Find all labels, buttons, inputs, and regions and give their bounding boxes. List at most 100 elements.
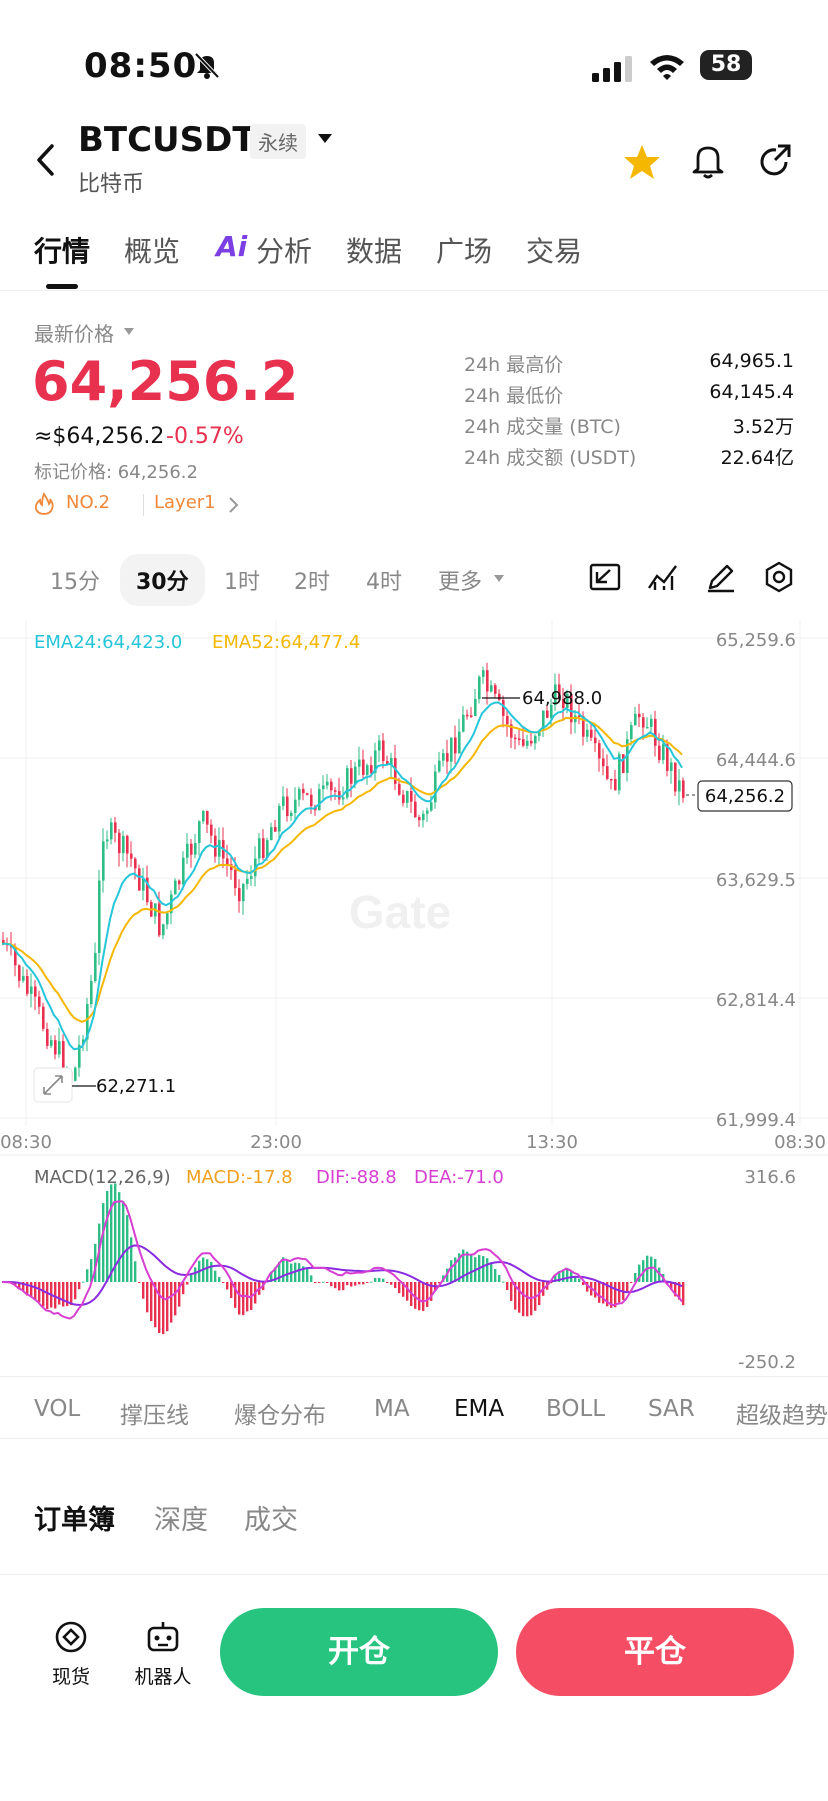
- candle-body: [90, 981, 93, 1005]
- macd-bar: [406, 1282, 409, 1301]
- draw-pen-icon[interactable]: [704, 560, 738, 594]
- macd-bar: [610, 1282, 613, 1308]
- y-tick-label: 62,814.4: [716, 990, 796, 1011]
- ema52-line: [1, 716, 683, 1023]
- macd-bar: [186, 1282, 189, 1285]
- chart-settings-icon[interactable]: [762, 560, 796, 594]
- candle-body: [430, 802, 433, 811]
- indicator-vol[interactable]: VOL: [34, 1396, 81, 1422]
- indicator-boll[interactable]: BOLL: [546, 1396, 606, 1422]
- candle-body: [350, 768, 353, 784]
- tab-depth[interactable]: 深度: [154, 1505, 208, 1536]
- asset-name: 比特币: [78, 172, 145, 197]
- ai-icon[interactable]: Ai: [216, 230, 248, 263]
- timeframe-30m[interactable]: 30分: [120, 554, 205, 606]
- chart-grid: [0, 620, 828, 1126]
- macd-bar: [438, 1282, 441, 1284]
- macd-bar: [458, 1253, 461, 1282]
- candle-body: [402, 794, 405, 803]
- book-divider: [0, 1574, 828, 1575]
- candle-body: [658, 745, 661, 761]
- candle-body: [114, 822, 117, 833]
- favorite-star-icon[interactable]: [622, 142, 662, 182]
- macd-bar: [454, 1257, 457, 1282]
- timeframe-1h[interactable]: 1时: [224, 570, 260, 595]
- candle-body: [30, 986, 33, 994]
- candle-body: [158, 903, 161, 936]
- tab-order-book[interactable]: 订单簿: [34, 1505, 115, 1536]
- timeframe-2h[interactable]: 2时: [294, 570, 330, 595]
- indicator-sar[interactable]: SAR: [648, 1396, 695, 1422]
- candle-body: [422, 813, 425, 821]
- indicator-support-resistance[interactable]: 撑压线: [120, 1403, 189, 1429]
- macd-bar: [602, 1282, 605, 1304]
- tab-overview[interactable]: 概览: [124, 235, 181, 268]
- macd-bar: [286, 1259, 289, 1282]
- candle-body: [374, 750, 377, 773]
- latest-price-label[interactable]: 最新价格: [34, 322, 114, 346]
- alert-bell-icon[interactable]: [690, 142, 726, 180]
- macd-bar: [230, 1282, 233, 1299]
- candle-body: [98, 880, 101, 953]
- timeframe-more[interactable]: 更多: [438, 570, 483, 595]
- macd-bar: [38, 1282, 41, 1303]
- candle-body: [570, 693, 573, 723]
- timeframe-15m[interactable]: 15分: [50, 570, 100, 595]
- price-type-caret-icon[interactable]: [124, 328, 134, 335]
- active-tab-indicator: [46, 284, 78, 289]
- share-icon[interactable]: [756, 142, 794, 180]
- candle-body: [522, 739, 525, 746]
- category-tag[interactable]: Layer1: [154, 492, 216, 513]
- chart-expand-icon[interactable]: [588, 560, 622, 594]
- tab-market[interactable]: 行情: [34, 235, 91, 268]
- candle-body: [566, 693, 569, 708]
- indicator-liquidation[interactable]: 爆仓分布: [234, 1403, 326, 1429]
- macd-bar: [226, 1282, 229, 1290]
- contract-symbol[interactable]: BTCUSDT: [78, 120, 256, 160]
- tab-trades[interactable]: 成交: [244, 1505, 298, 1536]
- indicator-supertrend[interactable]: 超级趋势: [736, 1403, 828, 1429]
- macd-bar: [338, 1282, 341, 1291]
- bot-label: 机器人: [134, 1666, 192, 1688]
- close-position-button[interactable]: 平仓: [516, 1608, 794, 1696]
- macd-bar: [506, 1282, 509, 1291]
- chart-watermark: Gate: [349, 886, 451, 938]
- candle-body: [586, 729, 589, 737]
- rank-tag[interactable]: NO.2: [66, 492, 111, 513]
- indicator-icon[interactable]: [646, 560, 680, 594]
- tab-analysis[interactable]: 分析: [256, 235, 313, 268]
- macd-bar: [430, 1282, 433, 1301]
- spot-nav[interactable]: 现货: [26, 1618, 116, 1689]
- indicator-ema[interactable]: EMA: [454, 1396, 505, 1422]
- tab-square[interactable]: 广场: [436, 235, 493, 268]
- tab-data[interactable]: 数据: [346, 235, 403, 268]
- y-axis-ticks: 65,259.6 64,444.6 63,629.5 62,814.4 61,999.4: [716, 630, 796, 1131]
- tab-trade[interactable]: 交易: [526, 235, 583, 268]
- candle-body: [518, 738, 521, 740]
- bot-nav[interactable]: 机器人: [118, 1618, 208, 1689]
- candle-body: [182, 857, 185, 885]
- macd-bar: [54, 1282, 57, 1309]
- macd-bar: [150, 1282, 153, 1322]
- symbol-dropdown-caret-icon[interactable]: [318, 134, 332, 143]
- more-caret-icon[interactable]: [494, 575, 504, 582]
- candle-body: [306, 793, 309, 795]
- back-arrow-icon[interactable]: [34, 142, 58, 178]
- dif-value: DIF:-88.8: [316, 1167, 397, 1188]
- open-position-button[interactable]: 开仓: [220, 1608, 498, 1696]
- macd-bar: [326, 1282, 329, 1283]
- timeframe-4h[interactable]: 4时: [366, 570, 402, 595]
- macd-bar: [310, 1275, 313, 1282]
- candle-body: [642, 717, 645, 728]
- macd-bar: [234, 1282, 237, 1308]
- chevron-right-icon[interactable]: [228, 496, 240, 514]
- tag-separator: [143, 494, 144, 516]
- candle-body: [366, 765, 369, 775]
- candle-body: [526, 740, 529, 746]
- indicator-ma[interactable]: MA: [374, 1396, 410, 1422]
- macd-bar: [90, 1259, 93, 1282]
- candle-body: [470, 715, 473, 717]
- macd-bar: [34, 1282, 37, 1300]
- candle-body: [466, 714, 469, 717]
- candlestick-chart[interactable]: Gate EMA24:64,423.0 EMA52:64,477.4 65,25…: [0, 620, 828, 1380]
